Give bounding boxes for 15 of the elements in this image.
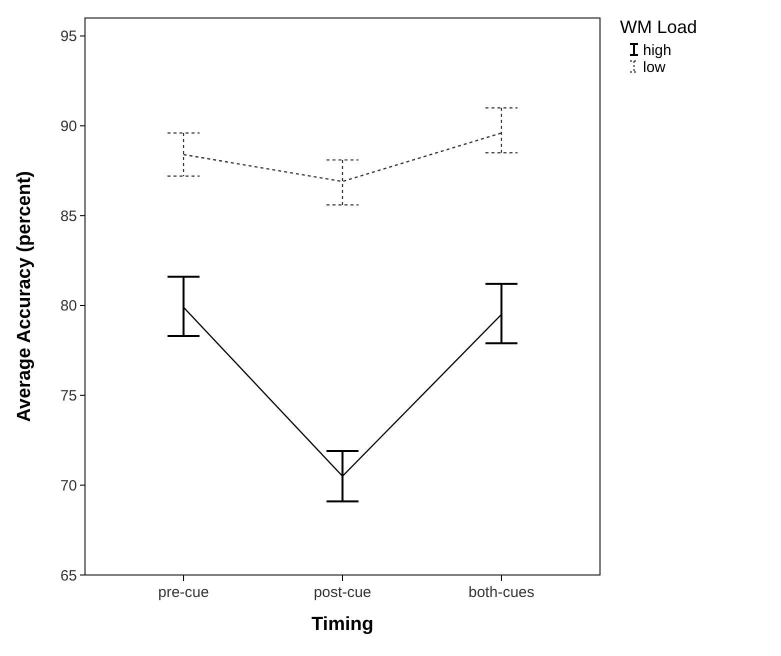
x-tick-label: pre-cue: [158, 584, 209, 601]
y-tick-label: 70: [60, 477, 77, 494]
y-axis-title: Average Accuracy (percent): [14, 171, 35, 422]
legend-label: high: [643, 42, 672, 59]
x-axis-title: Timing: [312, 614, 374, 635]
x-tick-label: both-cues: [468, 584, 534, 601]
y-tick-label: 65: [60, 567, 77, 584]
y-tick-label: 95: [60, 28, 77, 46]
y-tick-label: 75: [60, 388, 77, 405]
y-tick-label: 85: [60, 208, 77, 225]
legend-title: WM Load: [620, 17, 698, 37]
y-tick-label: 80: [60, 298, 77, 315]
x-tick-label: post-cue: [314, 584, 372, 601]
y-tick-label: 90: [60, 118, 77, 136]
legend-label: low: [643, 59, 666, 76]
